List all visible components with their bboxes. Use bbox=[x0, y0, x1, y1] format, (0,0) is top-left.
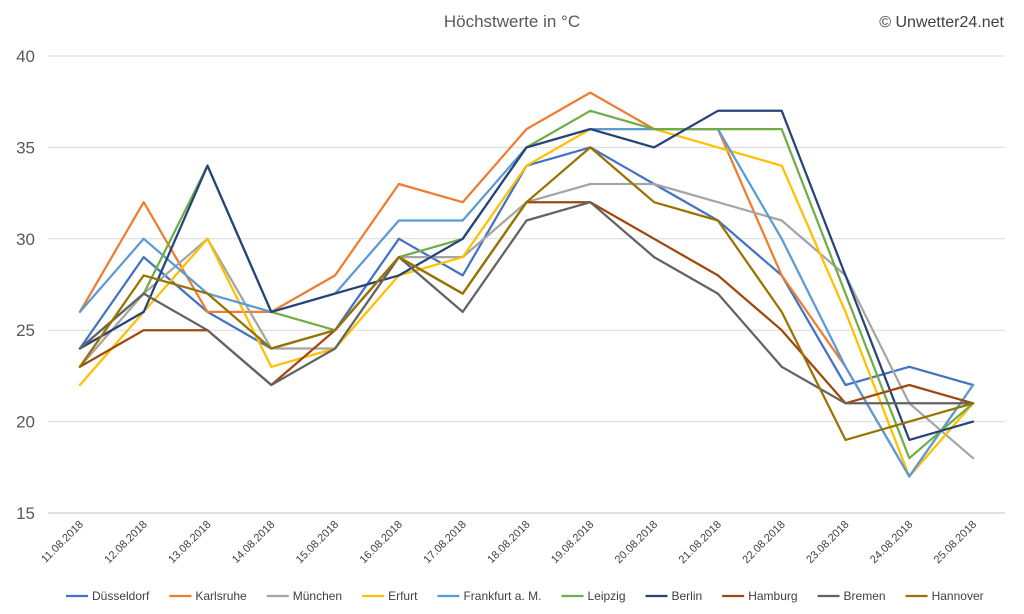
x-tick-label: 17.08.2018 bbox=[421, 519, 468, 566]
x-tick-label: 11.08.2018 bbox=[39, 519, 86, 566]
legend-item-leipzig: Leipzig bbox=[561, 589, 626, 603]
y-tick-label: 15 bbox=[16, 504, 35, 523]
series-line-leipzig bbox=[78, 109, 975, 460]
copyright-text: © Unwetter24.net bbox=[879, 14, 1004, 31]
legend-item-bremen: Bremen bbox=[817, 589, 886, 603]
legend-item-berlin: Berlin bbox=[645, 589, 703, 603]
series-lines bbox=[78, 91, 975, 478]
x-axis-ticks: 11.08.2018 12.08.2018 13.08.2018 14.08.2018… bbox=[39, 519, 979, 566]
x-tick-label: 14.08.2018 bbox=[230, 519, 277, 566]
y-tick-label: 30 bbox=[16, 230, 35, 249]
legend-item-frankfurt-a-m: Frankfurt a. M. bbox=[437, 589, 541, 603]
series-line-hannover bbox=[78, 146, 975, 442]
legend-label: Karlsruhe bbox=[195, 589, 247, 603]
series-line-berlin bbox=[78, 109, 975, 442]
x-tick-label: 23.08.2018 bbox=[804, 519, 851, 566]
y-axis-ticks: 15 20 25 30 35 40 bbox=[16, 47, 35, 523]
legend-label: München bbox=[293, 589, 342, 603]
legend-label: Erfurt bbox=[388, 589, 418, 603]
x-tick-label: 18.08.2018 bbox=[485, 519, 532, 566]
series-line-münchen bbox=[78, 182, 975, 460]
legend-label: Leipzig bbox=[587, 589, 625, 603]
chart-title: Höchstwerte in °C bbox=[444, 12, 580, 31]
legend-item-erfurt: Erfurt bbox=[362, 589, 418, 603]
x-tick-label: 16.08.2018 bbox=[358, 519, 405, 566]
x-tick-label: 21.08.2018 bbox=[677, 519, 724, 566]
legend-label: Frankfurt a. M. bbox=[463, 589, 541, 603]
y-tick-label: 35 bbox=[16, 138, 35, 157]
legend-item-münchen: München bbox=[266, 589, 342, 603]
legend-label: Berlin bbox=[672, 589, 703, 603]
legend-item-karlsruhe: Karlsruhe bbox=[169, 589, 247, 603]
legend-label: Hamburg bbox=[748, 589, 797, 603]
x-tick-label: 13.08.2018 bbox=[166, 519, 213, 566]
y-tick-label: 20 bbox=[16, 413, 35, 432]
x-tick-label: 20.08.2018 bbox=[613, 519, 660, 566]
series-line-erfurt bbox=[78, 127, 975, 478]
x-tick-label: 15.08.2018 bbox=[294, 519, 341, 566]
y-tick-label: 25 bbox=[16, 321, 35, 340]
legend-label: Bremen bbox=[844, 589, 886, 603]
series-line-karlsruhe bbox=[78, 91, 975, 478]
legend-item-hamburg: Hamburg bbox=[722, 589, 798, 603]
series-line-bremen bbox=[78, 201, 975, 405]
x-tick-label: 22.08.2018 bbox=[740, 519, 787, 566]
legend-label: Düsseldorf bbox=[92, 589, 150, 603]
x-tick-label: 24.08.2018 bbox=[868, 519, 915, 566]
y-tick-label: 40 bbox=[16, 47, 35, 66]
x-tick-label: 19.08.2018 bbox=[549, 519, 596, 566]
legend-item-düsseldorf: Düsseldorf bbox=[66, 589, 150, 603]
x-tick-label: 12.08.2018 bbox=[102, 519, 149, 566]
x-tick-label: 25.08.2018 bbox=[932, 519, 979, 566]
legend: Düsseldorf Karlsruhe München Erfurt Frankfur… bbox=[66, 589, 984, 603]
legend-item-hannover: Hannover bbox=[905, 589, 984, 603]
legend-label: Hannover bbox=[932, 589, 984, 603]
